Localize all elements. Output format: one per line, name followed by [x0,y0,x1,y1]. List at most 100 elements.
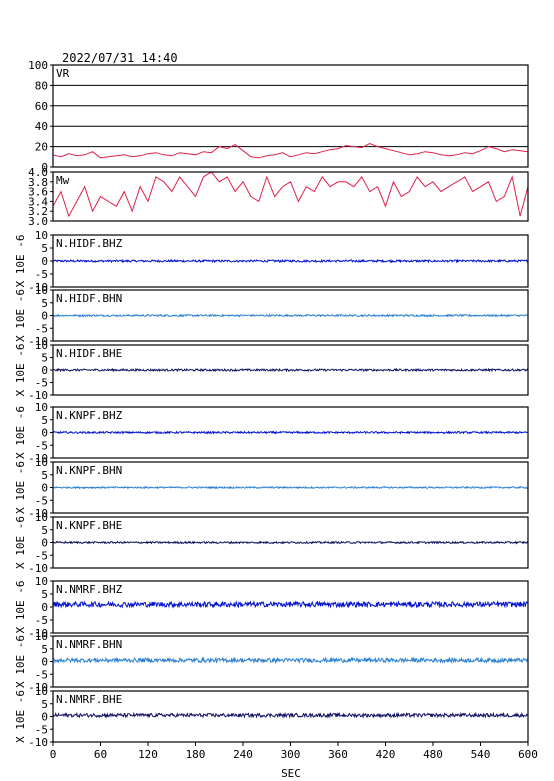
timestamp-header: 2022/07/31 14:40 [62,51,178,65]
x-tick-label: 360 [328,748,348,761]
y-tick-label: 0 [41,537,48,550]
x-tick-label: 180 [186,748,206,761]
panel-frame [52,64,529,168]
y-tick-label: 10 [35,685,48,698]
x-axis: 0 60 120 180 240 300 360 420 480 540 600 [50,742,538,761]
y-tick-label: -5 [35,723,48,736]
y-tick-label: 40 [35,120,48,133]
y-tick-label: 10 [35,630,48,643]
panel-label: VR [56,67,70,80]
y-tick-label: 0 [41,161,48,174]
series-line [52,600,529,609]
y-tick-label: 10 [35,401,48,414]
series-line [52,485,529,490]
y-axis-label: X 10E -6 [14,461,27,514]
panel-label: Mw [56,174,70,187]
x-tick-label: 120 [138,748,158,761]
y-tick-label: 5 [41,414,48,427]
y-tick-label: 0 [41,310,48,323]
y-tick-label: -5 [35,668,48,681]
y-axis-label: X 10E -6 [14,635,27,688]
series-line [52,171,529,218]
y-tick-label: -10 [28,507,48,520]
y-tick-label: -5 [35,614,48,627]
x-axis-label: SEC [281,767,301,780]
panel-0: 0 20 40 60 80 100 VR [28,59,529,174]
panel-1: 3.03.23.43.63.84.0 Mw [28,166,529,228]
y-tick-label: -5 [35,439,48,452]
y-tick-label: 5 [41,698,48,711]
panel-frame [52,461,529,514]
panel-frame [52,289,529,342]
panel-label: N.NMRF.BHN [56,638,122,651]
x-tick-label: 420 [376,748,396,761]
y-axis-label: X 10E -6 [14,406,27,459]
series-line [52,540,529,545]
x-tick-label: 0 [50,748,57,761]
y-tick-label: 4.0 [28,166,48,179]
y-tick-label: -10 [28,736,48,749]
panel-frame [52,635,529,688]
series-line [52,258,528,264]
y-tick-label: 5 [41,469,48,482]
y-tick-label: 5 [41,352,48,365]
y-tick-label: 3.0 [28,215,48,228]
y-tick-label: -10 [28,562,48,575]
y-tick-label: 0 [41,656,48,669]
y-tick-label: 0 [41,255,48,268]
y-tick-label: 20 [35,141,48,154]
y-axis-label: X 10E -6 [14,516,27,569]
y-tick-label: 80 [35,79,48,92]
panel-label: N.KNPF.BHZ [56,409,123,422]
y-tick-label: -10 [28,452,48,465]
panel-frame [52,516,529,569]
y-tick-label: -5 [35,322,48,335]
y-axis-label: X 10E -6 [14,344,27,397]
y-tick-label: 3.6 [28,186,48,199]
panel-label: N.HIDF.BHZ [56,237,123,250]
y-tick-label: -5 [35,268,48,281]
series-line [52,142,529,159]
y-tick-label: 10 [35,339,48,352]
y-tick-label: -5 [35,549,48,562]
y-axis-label: X 10E -6 [14,581,27,634]
y-tick-label: -10 [28,681,48,694]
panel-stack: 020406080100VR3.03.23.43.63.84.0Mw-10-50… [14,59,529,749]
y-tick-label: 5 [41,643,48,656]
y-tick-label: -5 [35,494,48,507]
panel-label: N.KNPF.BHN [56,464,122,477]
y-tick-label: 0 [41,711,48,724]
y-tick-label: -10 [28,389,48,402]
panel-label: N.KNPF.BHE [56,519,122,532]
series-line [52,367,529,373]
y-tick-label: -10 [28,281,48,294]
panel-frame [52,690,529,743]
y-tick-label: 100 [28,59,48,72]
panel-label: N.HIDF.BHE [56,347,122,360]
y-tick-label: 10 [35,229,48,242]
x-tick-label: 240 [233,748,253,761]
series-line [52,430,529,435]
panel-frame [52,344,529,396]
series-line [52,711,529,719]
y-axis-label: X 10E -6 [14,289,27,342]
y-tick-label: 5 [41,588,48,601]
y-tick-label: 10 [35,284,48,297]
y-tick-label: -10 [28,627,48,640]
panel-frame [52,171,529,222]
y-tick-label: 0 [41,364,48,377]
y-tick-label: 60 [35,100,48,113]
panel-label: N.NMRF.BHE [56,693,122,706]
y-tick-label: 0 [41,601,48,614]
y-tick-label: 3.2 [28,205,48,218]
x-tick-label: 480 [423,748,443,761]
y-tick-label: -10 [28,335,48,348]
